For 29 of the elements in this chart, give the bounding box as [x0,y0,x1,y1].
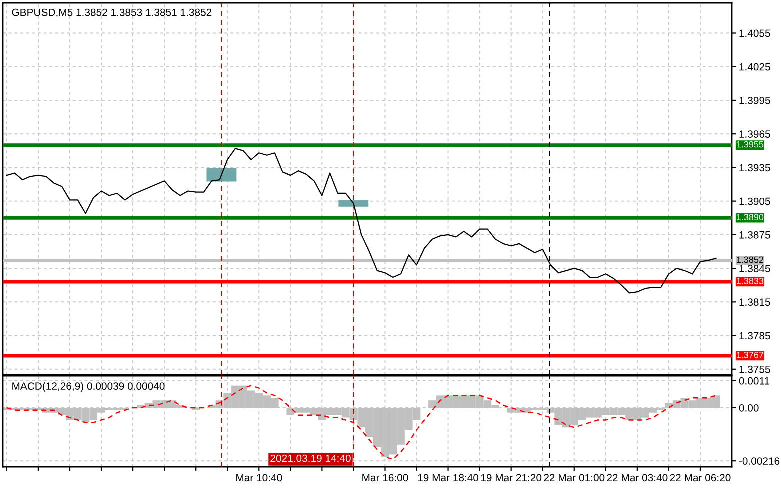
x-tick-label: 22 Mar 01:00 [544,474,605,482]
x-tick-label: 22 Mar 03:40 [607,474,668,482]
y-tick-label: 1.3995 [740,96,770,104]
y-tick-label: 0.00 [739,404,759,412]
y-tick-label: 1.3875 [740,231,770,239]
y-tick-label: 1.3965 [740,130,770,138]
chart-title: GBPUSD,M5 1.3852 1.3853 1.3851 1.3852 [12,8,212,18]
ref-line-label: 1.3890 [737,214,764,221]
y-tick-label: 1.3935 [740,164,770,172]
y-tick-label: 1.3815 [740,298,770,306]
y-tick-label: 1.4025 [740,63,770,71]
annotation: 2021.03.19 14:40 [270,454,351,462]
y-tick-label: -0.00216 [739,458,780,465]
y-tick-label: 1.3785 [740,332,770,340]
y-tick-label: 1.4055 [740,30,770,38]
text: MACD(12,26,9) 0.00039 0.00040 [12,382,165,392]
y-tick-label: 1.3845 [740,265,770,272]
y-tick-label: 1.3905 [740,198,770,206]
y-tick-label: 0.0011 [739,377,770,385]
x-tick-label: 22 Mar 06:20 [670,474,731,482]
x-tick-label: Mar 10:40 [236,474,282,482]
x-tick-label: Mar 16:00 [362,474,408,482]
y-tick-label: 1.3755 [740,366,770,374]
x-tick-label: 19 Mar 21:20 [481,474,542,482]
ref-line-label: 1.3955 [737,141,764,148]
ref-line-label: 1.3852 [737,256,764,264]
ref-line-label: 1.3767 [737,352,764,358]
x-tick-label: 19 Mar 18:40 [418,474,479,482]
ref-line-label: 1.3833 [737,278,764,284]
